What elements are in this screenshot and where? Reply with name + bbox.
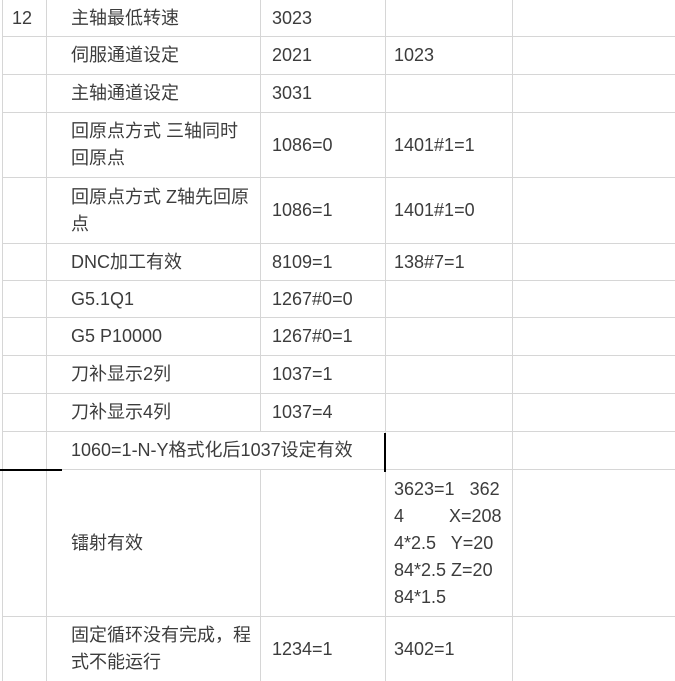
- cell-param1[interactable]: 1267#0=1: [261, 318, 386, 355]
- cell-param2[interactable]: 1023: [386, 37, 513, 74]
- selection-border-bottom: [0, 469, 62, 471]
- cell-row-number[interactable]: [3, 37, 47, 74]
- table-row: 主轴通道设定 3031: [3, 75, 675, 113]
- table-row: 镭射有效 3623=1 362 4 X=208 4*2.5 Y=20 84*2.…: [3, 470, 675, 617]
- cell-row-number[interactable]: [3, 394, 47, 431]
- table-row: 固定循环没有完成，程式不能运行 1234=1 3402=1: [3, 617, 675, 681]
- cell-description[interactable]: G5.1Q1: [47, 281, 261, 317]
- cell-empty[interactable]: [513, 178, 675, 243]
- cell-row-number[interactable]: [3, 178, 47, 243]
- cell-empty[interactable]: [513, 244, 675, 280]
- cell-param2[interactable]: [386, 0, 513, 36]
- cell-description[interactable]: DNC加工有效: [47, 244, 261, 280]
- table-row: G5.1Q1 1267#0=0: [3, 281, 675, 318]
- cell-param1[interactable]: 2021: [261, 37, 386, 74]
- cell-param2[interactable]: 138#7=1: [386, 244, 513, 280]
- table-row: 12 主轴最低转速 3023: [3, 0, 675, 37]
- cell-description[interactable]: 伺服通道设定: [47, 37, 261, 74]
- cell-row-number[interactable]: [3, 617, 47, 681]
- cell-empty[interactable]: [513, 617, 675, 681]
- cell-description[interactable]: 主轴通道设定: [47, 75, 261, 112]
- cell-empty[interactable]: [513, 0, 675, 36]
- cell-param1[interactable]: 1037=1: [261, 356, 386, 393]
- cell-description[interactable]: 主轴最低转速: [47, 0, 261, 36]
- table-row: 刀补显示2列 1037=1: [3, 356, 675, 394]
- cell-description[interactable]: 镭射有效: [47, 470, 261, 616]
- cell-description[interactable]: G5 P10000: [47, 318, 261, 355]
- cell-param2[interactable]: [386, 75, 513, 112]
- cell-empty[interactable]: [513, 356, 675, 393]
- cell-param2[interactable]: [386, 281, 513, 317]
- cell-row-number[interactable]: [3, 470, 47, 616]
- cell-param2[interactable]: [386, 432, 513, 469]
- cell-description[interactable]: 回原点方式 三轴同时回原点: [47, 113, 261, 177]
- cell-empty[interactable]: [513, 394, 675, 431]
- cell-description[interactable]: 刀补显示2列: [47, 356, 261, 393]
- cell-param1[interactable]: [261, 470, 386, 616]
- cell-param2[interactable]: 3402=1: [386, 617, 513, 681]
- cell-param2[interactable]: 1401#1=0: [386, 178, 513, 243]
- table-row: DNC加工有效 8109=1 138#7=1: [3, 244, 675, 281]
- cell-row-number[interactable]: 12: [3, 0, 47, 36]
- cell-empty[interactable]: [513, 281, 675, 317]
- cell-param2[interactable]: 1401#1=1: [386, 113, 513, 177]
- cell-empty[interactable]: [513, 318, 675, 355]
- cell-param1[interactable]: 1234=1: [261, 617, 386, 681]
- cell-param2[interactable]: 3623=1 362 4 X=208 4*2.5 Y=20 84*2.5 Z=2…: [386, 470, 513, 616]
- cell-row-number[interactable]: [3, 113, 47, 177]
- cell-empty[interactable]: [513, 113, 675, 177]
- table-row: G5 P10000 1267#0=1: [3, 318, 675, 356]
- selection-border-right: [384, 433, 386, 472]
- cell-param1[interactable]: 1086=1: [261, 178, 386, 243]
- table-row: 刀补显示4列 1037=4: [3, 394, 675, 432]
- table-row: 回原点方式 Z轴先回原点 1086=1 1401#1=0: [3, 178, 675, 244]
- cell-description[interactable]: 固定循环没有完成，程式不能运行: [47, 617, 261, 681]
- cell-empty[interactable]: [513, 75, 675, 112]
- table-row: 伺服通道设定 2021 1023: [3, 37, 675, 75]
- cell-param2[interactable]: [386, 356, 513, 393]
- cell-row-number[interactable]: [3, 356, 47, 393]
- cell-param1[interactable]: 1267#0=0: [261, 281, 386, 317]
- cell-param1[interactable]: 8109=1: [261, 244, 386, 280]
- cell-empty[interactable]: [513, 37, 675, 74]
- cell-param2[interactable]: [386, 394, 513, 431]
- cell-empty[interactable]: [513, 470, 675, 616]
- cell-param2[interactable]: [386, 318, 513, 355]
- cell-row-number[interactable]: [3, 75, 47, 112]
- cell-row-number[interactable]: [3, 244, 47, 280]
- cell-param1[interactable]: 1037=4: [261, 394, 386, 431]
- cell-param1[interactable]: 1086=0: [261, 113, 386, 177]
- cell-param1[interactable]: 3023: [261, 0, 386, 36]
- cell-row-number[interactable]: [3, 318, 47, 355]
- cell-row-number[interactable]: [3, 432, 47, 469]
- cell-description[interactable]: 刀补显示4列: [47, 394, 261, 431]
- table-row: 回原点方式 三轴同时回原点 1086=0 1401#1=1: [3, 113, 675, 178]
- cell-empty[interactable]: [513, 432, 675, 469]
- table-row: 1060=1-N-Y格式化后1037设定有效: [3, 432, 675, 470]
- cell-row-number[interactable]: [3, 281, 47, 317]
- cell-description[interactable]: 回原点方式 Z轴先回原点: [47, 178, 261, 243]
- cell-description-merged[interactable]: 1060=1-N-Y格式化后1037设定有效: [47, 432, 386, 469]
- cell-param1[interactable]: 3031: [261, 75, 386, 112]
